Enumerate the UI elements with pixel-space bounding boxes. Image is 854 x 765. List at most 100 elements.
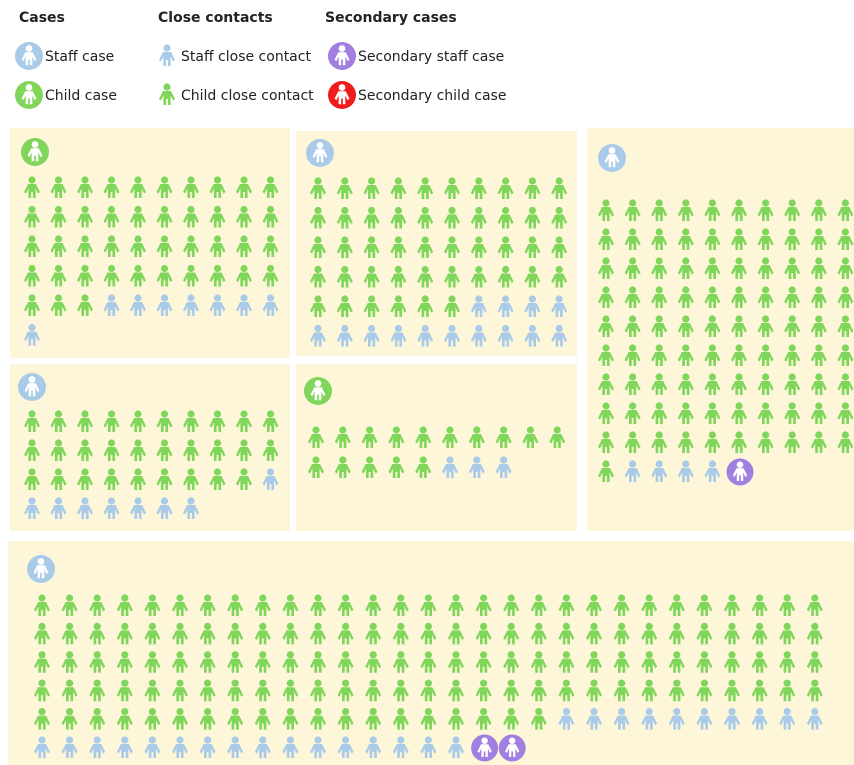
body bbox=[50, 213, 67, 228]
head bbox=[366, 456, 374, 464]
head bbox=[700, 679, 709, 687]
body bbox=[470, 332, 487, 347]
body bbox=[704, 381, 721, 395]
body bbox=[310, 658, 326, 673]
head bbox=[204, 679, 212, 687]
head bbox=[480, 651, 488, 659]
head bbox=[673, 594, 681, 602]
body bbox=[236, 213, 252, 228]
head bbox=[590, 594, 598, 602]
body bbox=[199, 715, 216, 730]
child-contact bbox=[806, 679, 823, 702]
body bbox=[209, 213, 226, 228]
head bbox=[107, 176, 116, 184]
head bbox=[204, 736, 212, 744]
body bbox=[470, 244, 487, 258]
body bbox=[390, 244, 407, 258]
body bbox=[624, 352, 641, 366]
body bbox=[209, 476, 226, 490]
head bbox=[368, 177, 376, 185]
body bbox=[183, 476, 199, 490]
head bbox=[502, 206, 510, 215]
child-contact bbox=[262, 410, 279, 432]
child-contact bbox=[363, 236, 380, 258]
body bbox=[363, 273, 380, 288]
head bbox=[526, 426, 535, 434]
head bbox=[121, 679, 129, 687]
child-contact bbox=[677, 402, 694, 424]
child-contact bbox=[598, 199, 614, 221]
child-contact bbox=[810, 431, 827, 453]
body bbox=[668, 687, 685, 702]
body bbox=[61, 744, 78, 758]
body bbox=[199, 744, 216, 758]
child-contact bbox=[336, 236, 353, 258]
head bbox=[266, 205, 275, 214]
head bbox=[28, 376, 36, 383]
head bbox=[342, 708, 350, 716]
body bbox=[183, 302, 199, 316]
child-contact bbox=[503, 622, 520, 645]
head bbox=[815, 199, 823, 207]
body bbox=[420, 630, 437, 645]
head bbox=[54, 468, 63, 476]
body bbox=[27, 148, 43, 162]
body bbox=[624, 294, 641, 308]
body bbox=[837, 236, 854, 250]
staff-contact bbox=[183, 497, 199, 519]
child-contact bbox=[236, 264, 252, 287]
child-contact bbox=[598, 373, 614, 395]
body bbox=[810, 236, 827, 250]
head bbox=[204, 622, 212, 631]
child-contact bbox=[24, 439, 40, 461]
head bbox=[708, 199, 717, 207]
head bbox=[735, 373, 743, 381]
head bbox=[481, 737, 488, 744]
body bbox=[183, 505, 199, 519]
child-contact bbox=[77, 264, 93, 287]
body bbox=[551, 273, 568, 288]
child-contact bbox=[524, 265, 541, 288]
child-contact bbox=[837, 373, 854, 395]
head bbox=[187, 439, 195, 447]
head bbox=[502, 177, 510, 185]
body bbox=[810, 381, 827, 395]
body bbox=[444, 214, 460, 229]
child-contact bbox=[337, 651, 354, 673]
body bbox=[61, 602, 78, 616]
head bbox=[424, 651, 432, 659]
body bbox=[598, 352, 614, 366]
child-contact bbox=[310, 622, 326, 645]
head bbox=[673, 708, 681, 716]
legend-heading: Close contacts bbox=[158, 10, 273, 26]
body bbox=[236, 302, 252, 316]
child-contact bbox=[677, 286, 694, 308]
head bbox=[54, 439, 63, 447]
head bbox=[38, 651, 46, 659]
body bbox=[183, 184, 199, 198]
child-contact bbox=[282, 651, 299, 673]
head bbox=[160, 410, 169, 418]
body bbox=[442, 434, 458, 448]
head bbox=[342, 679, 350, 687]
body bbox=[724, 687, 740, 702]
head bbox=[756, 651, 764, 659]
child-contact bbox=[677, 373, 694, 395]
body bbox=[365, 658, 382, 673]
child-contact bbox=[183, 410, 199, 432]
body bbox=[551, 214, 568, 229]
head bbox=[475, 324, 483, 333]
child-contact bbox=[810, 286, 827, 308]
head bbox=[555, 177, 563, 185]
body bbox=[668, 715, 685, 730]
child-contact bbox=[475, 622, 492, 645]
body bbox=[704, 265, 721, 279]
head bbox=[342, 736, 350, 744]
head bbox=[81, 176, 89, 184]
child-contact bbox=[61, 708, 78, 730]
legend-label: Child close contact bbox=[181, 88, 314, 104]
child-contact bbox=[308, 456, 324, 478]
staff-contact bbox=[442, 456, 458, 478]
staff-contact bbox=[156, 294, 173, 316]
staff-contact bbox=[130, 497, 146, 519]
